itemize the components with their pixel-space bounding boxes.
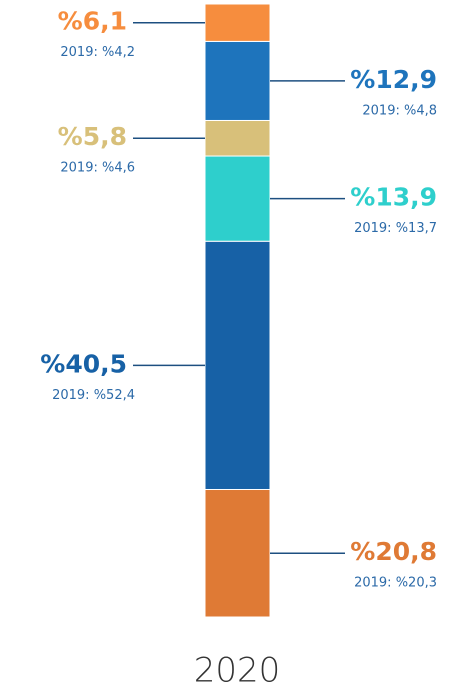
comparison-label: 2019: %4,8 <box>362 103 437 118</box>
comparison-label: 2019: %13,7 <box>354 221 437 236</box>
value-label: %12,9 <box>350 65 437 94</box>
comparison-label: 2019: %52,4 <box>52 388 135 403</box>
value-label: %20,8 <box>350 537 437 566</box>
value-label: %13,9 <box>350 183 437 212</box>
value-label: %5,8 <box>58 122 127 151</box>
value-label: %6,1 <box>58 7 127 36</box>
value-label: %40,5 <box>40 349 127 378</box>
bar-segment <box>204 488 271 618</box>
comparison-label: 2019: %4,6 <box>60 161 135 176</box>
comparison-label: 2019: %20,3 <box>354 576 437 591</box>
comparison-label: 2019: %4,2 <box>60 45 135 60</box>
bar-segment <box>204 155 271 242</box>
bar-segment <box>204 240 271 490</box>
bar-segment <box>204 119 271 157</box>
bar-segment <box>204 40 271 121</box>
bar-segment <box>204 3 271 42</box>
category-label: 2020 <box>194 651 281 691</box>
